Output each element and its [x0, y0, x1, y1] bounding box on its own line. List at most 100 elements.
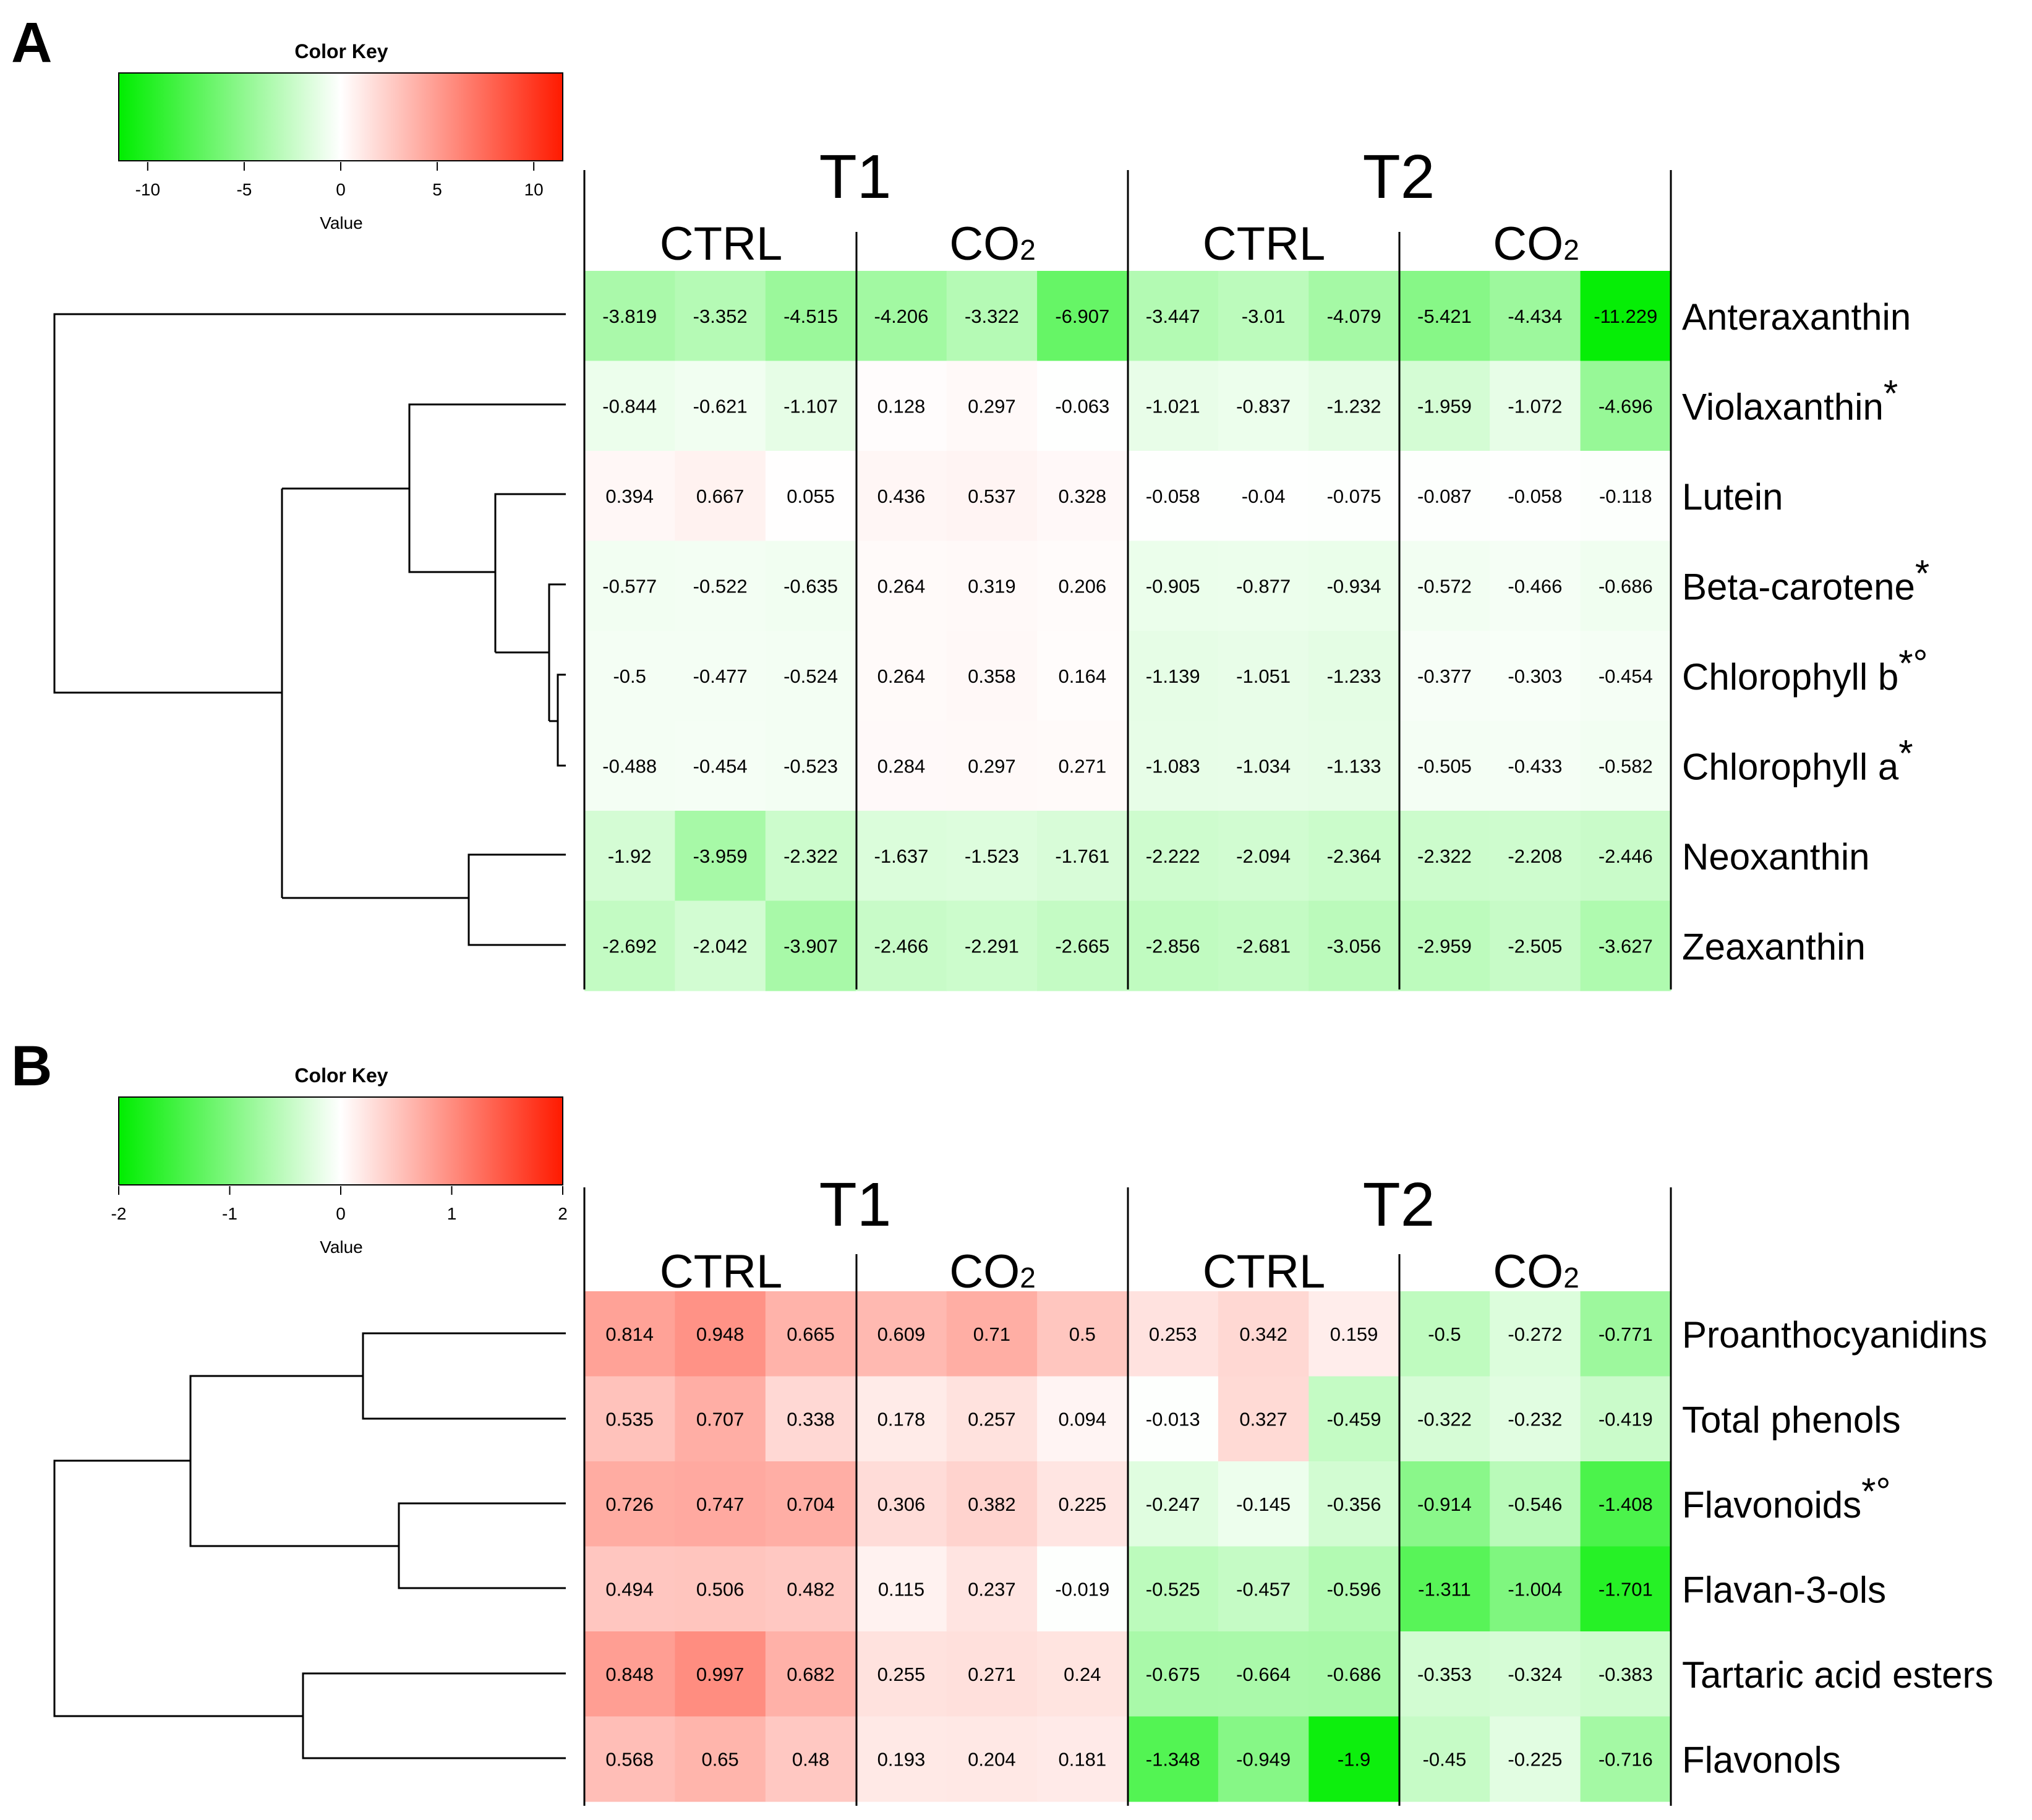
heatmap-cell [765, 631, 856, 722]
cell-value-label: -1.701 [1599, 1578, 1653, 1600]
heatmap-cell [946, 451, 1038, 542]
cell-value-label: -0.377 [1417, 665, 1472, 687]
heatmap-cell [1218, 720, 1309, 811]
cell-value-label: 0.206 [1059, 575, 1107, 597]
cell-value-label: -0.353 [1417, 1664, 1472, 1685]
group-headers: T1 T2 CTRL CO2 CTRL CO2 [660, 142, 1579, 270]
cell-value-label: -0.356 [1327, 1493, 1381, 1515]
cell-value-label: 0.128 [877, 395, 926, 417]
cell-value-label: -11.229 [1594, 305, 1657, 327]
group-label-t1: T1 [819, 142, 892, 211]
cell-value-label: -1.311 [1418, 1578, 1471, 1600]
cell-value-label: -3.819 [602, 305, 657, 327]
cell-value-label: 0.328 [1059, 485, 1107, 507]
heatmap-cell [1037, 1376, 1129, 1462]
cell-value-label: 0.115 [878, 1578, 924, 1600]
cell-value-label: -2.042 [693, 935, 748, 957]
heatmap-cell [1399, 540, 1490, 631]
cell-value-label: 0.178 [877, 1408, 926, 1430]
heatmap-cell [1127, 1291, 1219, 1377]
heatmap-cell [1580, 811, 1671, 902]
color-key-tick-label: -5 [236, 180, 252, 199]
heatmap-cell [1490, 271, 1581, 362]
heatmap-cell [1490, 540, 1581, 631]
cell-value-label: -1.233 [1327, 665, 1381, 687]
color-key-tick-label: 0 [336, 180, 346, 199]
panel-label: B [11, 1035, 52, 1098]
heatmap-cell [1037, 540, 1129, 631]
row-label: Beta-carotene* [1682, 552, 1929, 607]
cell-value-label: -6.907 [1055, 305, 1109, 327]
heatmap-cell [1127, 1716, 1219, 1802]
cell-value-label: 0.164 [1059, 665, 1107, 687]
heatmap-cell [1490, 720, 1581, 811]
heatmap-cell [1490, 1291, 1581, 1377]
cell-value-label: -0.322 [1417, 1408, 1472, 1430]
heatmap-cell [675, 1631, 766, 1717]
cell-value-label: -2.322 [1417, 845, 1472, 867]
heatmap-cell [946, 811, 1038, 902]
cell-value-label: 0.159 [1330, 1323, 1378, 1345]
heatmap-cell [1308, 271, 1400, 362]
dendrogram [53, 313, 566, 946]
heatmap-cell [856, 271, 947, 362]
heatmap-cell [1037, 631, 1129, 722]
cell-value-label: -0.225 [1508, 1748, 1562, 1770]
cell-value-label: 0.338 [787, 1408, 835, 1430]
heatmap-cell [1218, 1631, 1309, 1717]
cell-value-label: -2.505 [1508, 935, 1562, 957]
cell-value-label: -0.664 [1236, 1664, 1291, 1685]
heatmap-cell [1218, 1716, 1309, 1802]
color-key-axis-label: Value [320, 213, 363, 233]
heatmap-cell [1308, 1376, 1400, 1462]
heatmap-cell [946, 1546, 1038, 1632]
heatmap-cell [1037, 1461, 1129, 1547]
heatmap-cell [1127, 271, 1219, 362]
row-labels: Proanthocyanidins Total phenols Flavonoids… [1682, 1314, 1994, 1781]
heatmap-cell [765, 720, 856, 811]
cell-value-label: -0.075 [1327, 485, 1381, 507]
heatmap-cell [675, 1376, 766, 1462]
cell-value-label: 0.65 [701, 1748, 738, 1770]
color-key-tick-label: -1 [222, 1204, 237, 1223]
heatmap-cell [856, 540, 947, 631]
heatmap-cell [1218, 900, 1309, 991]
cell-value-label: -0.118 [1599, 485, 1652, 507]
heatmap-cell [1218, 1461, 1309, 1547]
heatmap-cell [946, 540, 1038, 631]
cell-value-label: -0.5 [1428, 1323, 1461, 1345]
heatmap-cell [1399, 811, 1490, 902]
cell-value-label: 0.71 [973, 1323, 1010, 1345]
heatmap-cell [856, 1376, 947, 1462]
row-label: Flavonols [1682, 1739, 1841, 1780]
cell-value-label: 0.271 [1059, 755, 1107, 777]
color-key-tick-label: 10 [524, 180, 544, 199]
heatmap-cell [1308, 1716, 1400, 1802]
cell-value-label: -0.058 [1146, 485, 1200, 507]
heatmap-cell [1127, 900, 1219, 991]
heatmap-cell [1399, 1716, 1490, 1802]
heatmap-cell [1308, 900, 1400, 991]
cell-value-label: -3.907 [783, 935, 838, 957]
row-label: Lutein [1682, 476, 1783, 518]
heatmap-cell [1308, 1291, 1400, 1377]
cell-value-label: -1.133 [1327, 755, 1381, 777]
cell-value-label: -0.019 [1055, 1578, 1109, 1600]
cell-value-label: -1.034 [1236, 755, 1291, 777]
cell-value-label: 0.358 [968, 665, 1016, 687]
cell-value-label: -1.637 [874, 845, 929, 867]
heatmap-cell [1399, 451, 1490, 542]
heatmap-cell [946, 1716, 1038, 1802]
heatmap-cell [1308, 1461, 1400, 1547]
cell-value-label: -4.696 [1599, 395, 1653, 417]
heatmap-cell [584, 271, 676, 362]
heatmap-cell [584, 811, 676, 902]
color-key: Color Key -10 -5 0 5 10 Value [118, 40, 563, 233]
cell-value-label: 0.253 [1149, 1323, 1197, 1345]
cell-value-label: 0.271 [968, 1664, 1016, 1685]
group-headers: T1 T2 CTRL CO2 CTRL CO2 [660, 1170, 1579, 1298]
heatmap-cell [946, 271, 1038, 362]
heatmap-cell [1490, 1376, 1581, 1462]
color-key-tick-label: -2 [111, 1204, 127, 1223]
